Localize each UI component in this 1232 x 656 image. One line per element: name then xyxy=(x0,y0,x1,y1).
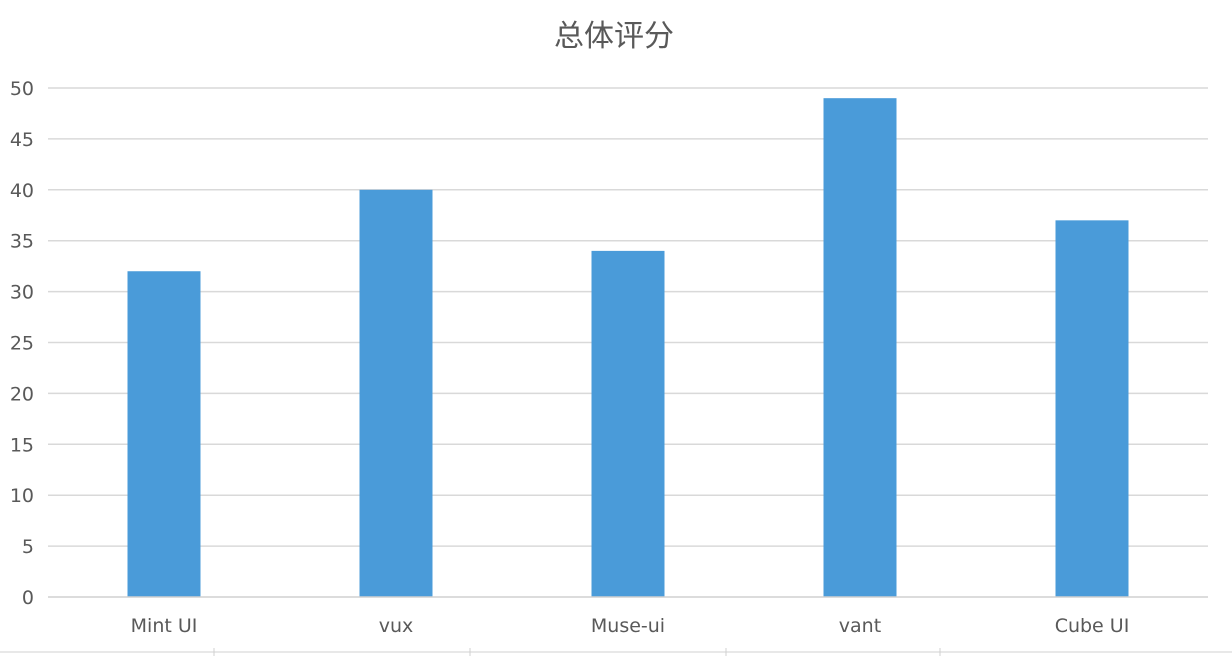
y-tick-label: 35 xyxy=(10,231,34,253)
y-tick-label: 45 xyxy=(10,129,34,151)
y-tick-label: 15 xyxy=(10,434,34,456)
x-tick-label: Muse-ui xyxy=(591,615,665,637)
x-axis-labels: Mint UI vux Muse-ui vant Cube UI xyxy=(131,615,1130,637)
x-tick-label: Mint UI xyxy=(131,615,198,637)
x-tick-label: Cube UI xyxy=(1055,615,1130,637)
bottom-border-ticks xyxy=(213,648,941,656)
bar xyxy=(591,250,665,597)
x-tick-label: vux xyxy=(379,615,414,637)
y-tick-label: 25 xyxy=(10,333,34,355)
x-tick-label: vant xyxy=(839,615,881,637)
y-tick-label: 0 xyxy=(22,587,34,609)
bar xyxy=(127,271,201,597)
y-tick-label: 50 xyxy=(10,78,34,100)
bar xyxy=(823,98,897,598)
y-tick-label: 40 xyxy=(10,180,34,202)
bars xyxy=(127,98,1129,598)
y-tick-label: 20 xyxy=(10,383,34,405)
y-tick-label: 30 xyxy=(10,282,34,304)
y-tick-label: 10 xyxy=(10,485,34,507)
bar xyxy=(1055,220,1129,597)
bar xyxy=(359,189,433,598)
chart-title: 总体评分 xyxy=(554,19,674,54)
y-axis-ticks: 0 5 10 15 20 25 30 35 40 45 50 xyxy=(10,78,34,609)
y-tick-label: 5 xyxy=(22,536,34,558)
